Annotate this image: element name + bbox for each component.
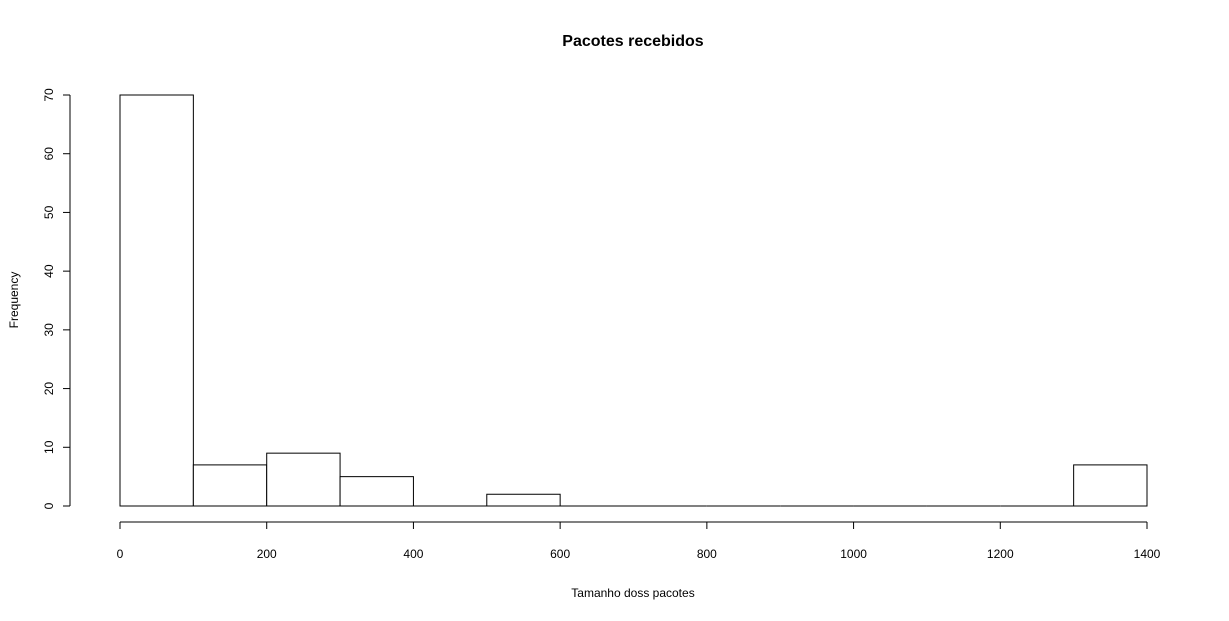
x-tick-label-0: 0 (117, 547, 124, 561)
y-tick-label-5: 50 (42, 205, 56, 219)
y-tick-label-4: 40 (42, 264, 56, 278)
x-tick-label-3: 600 (550, 547, 570, 561)
y-tick-label-7: 70 (42, 88, 56, 102)
y-tick-label-2: 20 (42, 382, 56, 396)
y-axis-label: Frequency (7, 272, 21, 329)
y-axis: 0 10 20 30 40 50 60 70 (42, 88, 71, 509)
x-axis-label: Tamanho doss pacotes (571, 586, 694, 600)
histogram-bar-1 (192, 464, 268, 507)
y-tick-label-3: 30 (42, 323, 56, 337)
y-tick-label-6: 60 (42, 147, 56, 161)
histogram-bar-13 (1073, 464, 1148, 507)
histogram-bar-2 (266, 452, 341, 507)
x-tick-label-1: 200 (257, 547, 277, 561)
chart-title: Pacotes recebidos (562, 33, 704, 50)
x-tick-label-2: 400 (403, 547, 423, 561)
x-tick-label-4: 800 (697, 547, 717, 561)
bars-group (119, 94, 1148, 507)
histogram-bar-0 (119, 94, 194, 507)
x-axis: 0 200 400 600 800 1000 1200 1400 (117, 521, 1161, 561)
histogram-bar-5 (486, 493, 561, 507)
x-tick-label-6: 1200 (987, 547, 1014, 561)
x-tick-label-7: 1400 (1134, 547, 1161, 561)
histogram-bar-3 (339, 476, 414, 507)
y-tick-label-0: 0 (42, 502, 56, 509)
x-tick-label-5: 1000 (840, 547, 867, 561)
y-tick-label-1: 10 (42, 440, 56, 454)
